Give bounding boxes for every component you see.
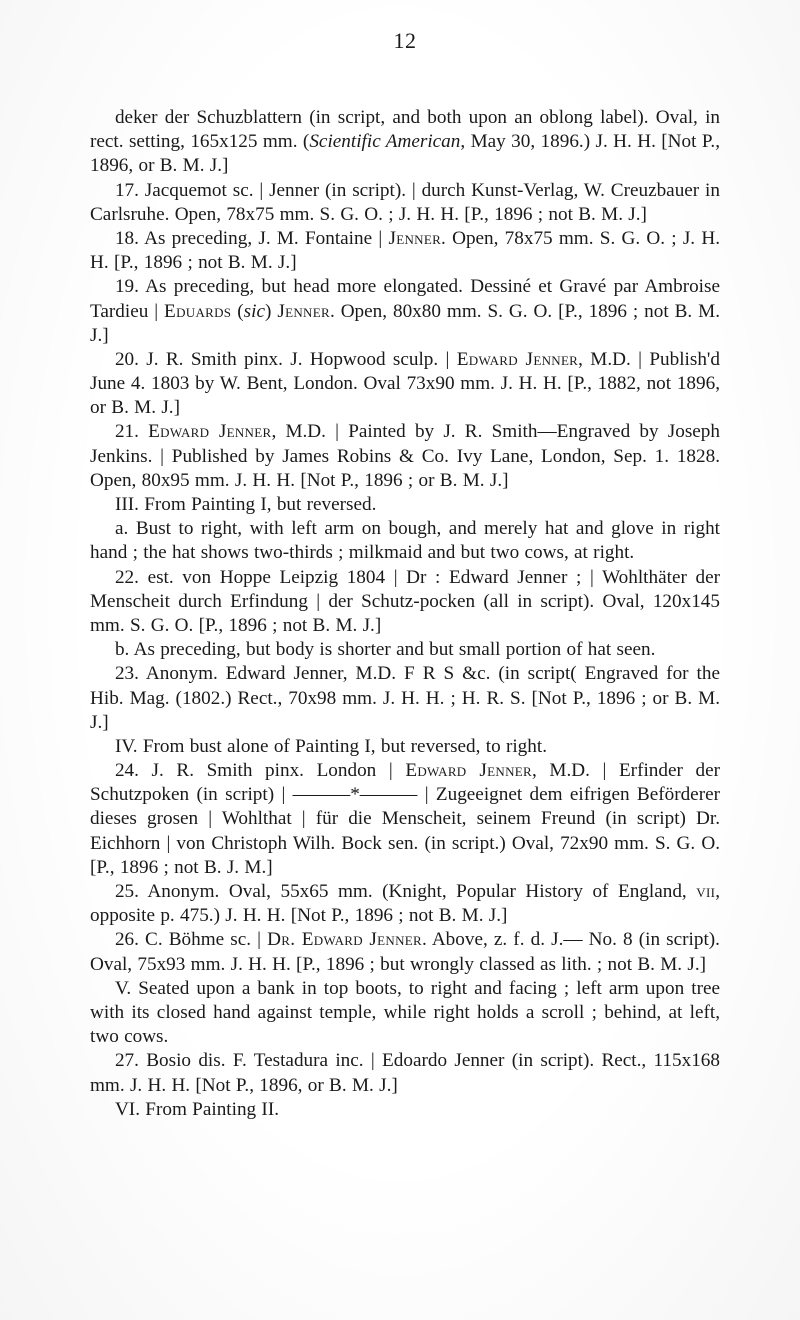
paragraph: 17. Jacquemot sc. | Jenner (in script). … (90, 179, 720, 227)
paragraph: 23. Anonym. Edward Jenner, M.D. F R S &c… (90, 662, 720, 735)
paragraph: deker der Schuzblattern (in script, and … (90, 106, 720, 179)
body-text: deker der Schuzblattern (in script, and … (90, 106, 720, 1122)
page-number: 12 (90, 28, 720, 54)
paragraph: VI. From Painting II. (90, 1098, 720, 1122)
paragraph: 25. Anonym. Oval, 55x65 mm. (Knight, Pop… (90, 880, 720, 928)
paragraph: IV. From bust alone of Painting I, but r… (90, 735, 720, 759)
paragraph: 24. J. R. Smith pinx. London | Edward Je… (90, 759, 720, 880)
paragraph: b. As preceding, but body is shorter and… (90, 638, 720, 662)
paragraph: 22. est. von Hoppe Leipzig 1804 | Dr : E… (90, 566, 720, 639)
paragraph: a. Bust to right, with left arm on bough… (90, 517, 720, 565)
paragraph: 18. As preceding, J. M. Fontaine | Jenne… (90, 227, 720, 275)
paragraph: 20. J. R. Smith pinx. J. Hopwood sculp. … (90, 348, 720, 421)
paragraph: 26. C. Böhme sc. | Dr. Edward Jenner. Ab… (90, 928, 720, 976)
paragraph: 19. As preceding, but head more elongate… (90, 275, 720, 348)
paragraph: V. Seated upon a bank in top boots, to r… (90, 977, 720, 1050)
paragraph: III. From Painting I, but reversed. (90, 493, 720, 517)
paragraph: 27. Bosio dis. F. Testadura inc. | Edoar… (90, 1049, 720, 1097)
paragraph: 21. Edward Jenner, M.D. | Painted by J. … (90, 420, 720, 493)
page-content: 12 deker der Schuzblattern (in script, a… (90, 28, 720, 1122)
